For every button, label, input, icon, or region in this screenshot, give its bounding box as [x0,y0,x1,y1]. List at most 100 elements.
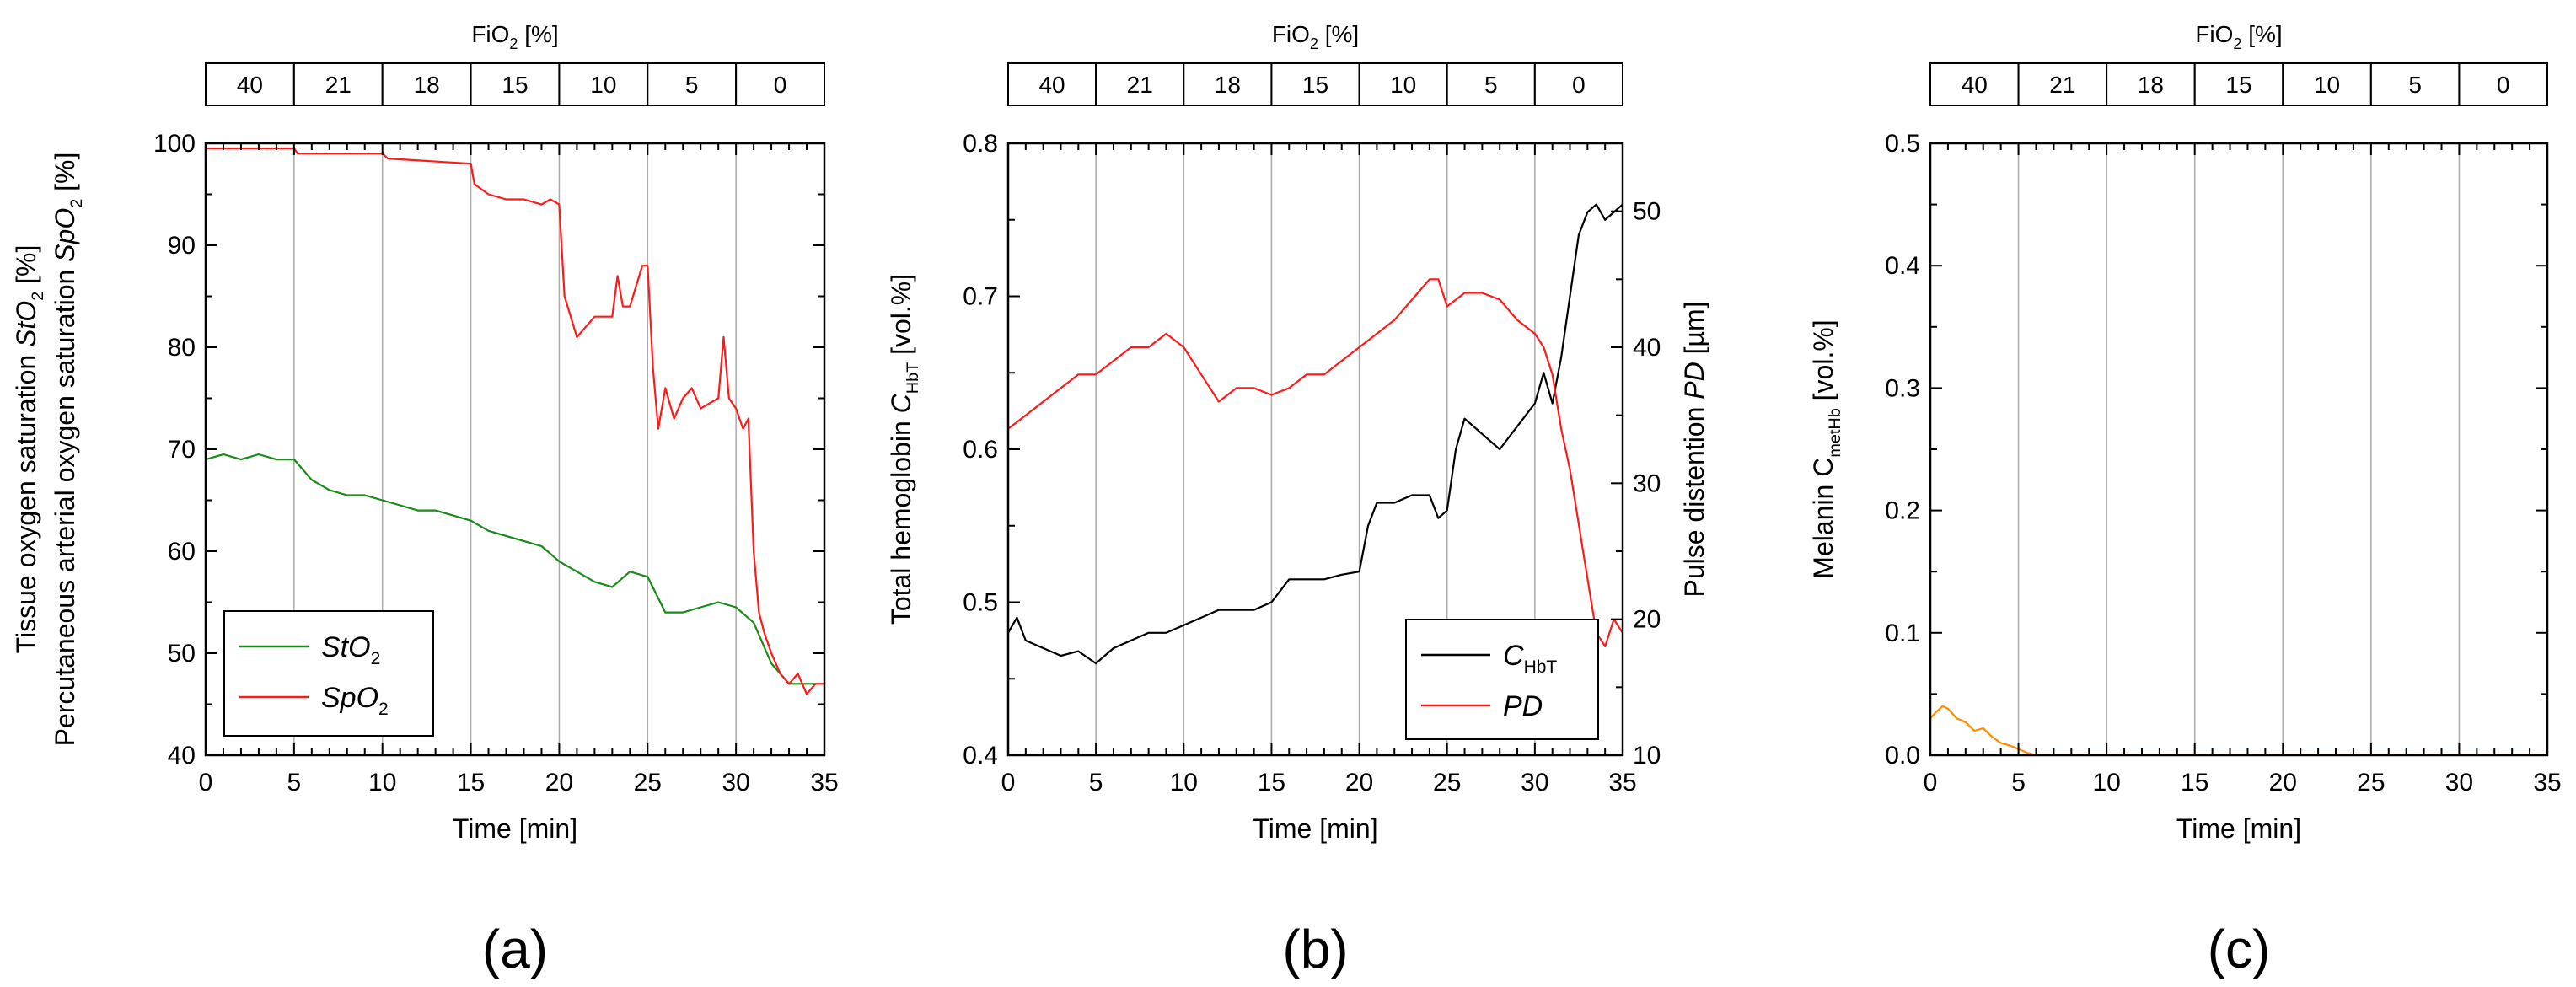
fio2-title-sub: 2 [2233,35,2241,52]
fio2-cell [735,62,826,106]
x-tick-label: 30 [2445,769,2473,797]
fio2-cell [381,62,472,106]
x-tick-label: 5 [287,769,302,797]
y2-tick-label: 40 [1633,334,1661,362]
fio2-level: 21 [1127,72,1153,98]
panel-c-series [1930,705,2547,755]
y-axis-label-line2: Percutaneous arterial oxygen saturation … [50,153,86,747]
fio2-cell [2106,62,2196,106]
panel-label: (c) [2208,919,2271,979]
fio2-title-unit: [%] [2241,21,2282,47]
fio2-title: FiO2 [%] [2195,21,2282,52]
y-axis-label-text: Melanin CmetHb [vol.%] [1808,319,1844,578]
y-tick-label: 0.3 [1885,374,1920,402]
legend-label: SpO2 [321,682,389,719]
panel-c-fio2-header: FiO2 [%] 40 21 18 15 10 5 0 [1929,21,2548,106]
y-tick-label: 80 [168,334,196,362]
fio2-title: FiO2 [%] [1272,21,1359,52]
y-axis-label-pre: Total hemoglobin [886,413,916,625]
fio2-level: 18 [414,72,440,98]
y-axis-label-line2-post: [%] [50,153,80,199]
fio2-cell [292,62,384,106]
x-tick-label: 5 [2011,769,2026,797]
y2-tick-label: 30 [1633,469,1661,497]
fio2-level: 15 [2225,72,2251,98]
fio2-level: 15 [1302,72,1328,98]
y-tick-label: 70 [168,436,196,464]
fio2-level: 0 [774,72,787,98]
x-tick-label: 25 [2357,769,2385,797]
legend-var: SpO [321,682,378,714]
x-tick-label: 25 [634,769,662,797]
y-tick-label: 0.2 [1885,497,1920,525]
x-tick-label: 20 [2269,769,2297,797]
x-tick-label: 15 [1258,769,1285,797]
legend-box [1405,619,1599,740]
legend-var: StO [321,631,371,663]
fio2-cell [1358,62,1448,106]
fio2-cell [1929,62,2020,106]
x-tick-label: 10 [368,769,396,797]
legend-label: PD [1503,690,1543,722]
y-axis-label-sub: HbT [904,362,922,394]
fio2-level: 10 [2314,72,2340,98]
fio2-title-unit: [%] [1318,21,1359,47]
legend-box [223,610,434,737]
y-axis-label-text: Total hemoglobin CHbT [vol.%] [886,274,922,625]
x-tick-label: 10 [1170,769,1198,797]
x-tick-label: 35 [810,769,838,797]
y-axis-label-sub: metHb [1826,408,1844,457]
fio2-cell [205,62,295,106]
fio2-cell [1183,62,1273,106]
y-tick-label: 50 [168,640,196,668]
x-tick-label: 15 [457,769,485,797]
fio2-level: 40 [1962,72,1988,98]
fio2-level: 21 [325,72,352,98]
x-axis-label: Time [min] [1253,813,1377,844]
y-axis-label-line1-post: [%] [11,245,41,292]
y-axis-label-line1-var: StO [11,301,41,347]
panel-b-fio2-header: FiO2 [%] 40 21 18 15 10 5 0 [1007,21,1624,106]
y-axis-label-line2-text: Percutaneous arterial oxygen saturation … [50,153,86,747]
y-axis-label-line1-sub: 2 [29,292,47,301]
y-axis-label: Total hemoglobin CHbT [vol.%] [886,274,922,625]
x-tick-label: 10 [2092,769,2120,797]
series-line-pd [1008,278,1623,648]
fio2-level: 5 [1484,72,1498,98]
fio2-level: 0 [2497,72,2510,98]
fio2-cell [558,62,649,106]
fio2-cell [2193,62,2284,106]
fio2-level: 21 [2049,72,2075,98]
fio2-title-main: FiO [2195,21,2233,47]
legend-var: C [1503,640,1524,672]
y-tick-label: 0.1 [1885,620,1920,647]
y2-axis-label-post: [µm] [1679,301,1709,362]
x-axis-label: Time [min] [453,813,577,844]
fio2-level: 40 [1038,72,1065,98]
fio2-level: 5 [2408,72,2422,98]
y-tick-label: 40 [168,742,196,770]
fio2-level: 15 [502,72,528,98]
fio2-level: 18 [2138,72,2164,98]
x-tick-label: 35 [1608,769,1636,797]
y2-axis-label: Pulse distention PD [µm] [1679,301,1709,597]
fio2-title-sub: 2 [509,35,518,52]
y-tick-label: 0.4 [1885,252,1920,280]
x-tick-label: 30 [1521,769,1548,797]
x-tick-label: 0 [199,769,213,797]
y-axis-label-post: [vol.%] [886,274,916,362]
y2-tick-label: 20 [1633,606,1661,634]
panel-b-legend: CHbT PD [1405,619,1599,740]
legend-label: CHbT [1503,640,1557,677]
y-axis-label-var: C [1808,458,1838,477]
y-tick-label: 100 [153,130,196,158]
fio2-level: 10 [1390,72,1416,98]
y2-tick-label: 50 [1633,198,1661,226]
fio2-cell [647,62,738,106]
x-tick-label: 20 [545,769,573,797]
fio2-level: 18 [1215,72,1241,98]
series-line-sto2 [206,453,824,685]
y-axis-label-line2-var: SpO [50,208,80,262]
x-tick-label: 25 [1433,769,1461,797]
